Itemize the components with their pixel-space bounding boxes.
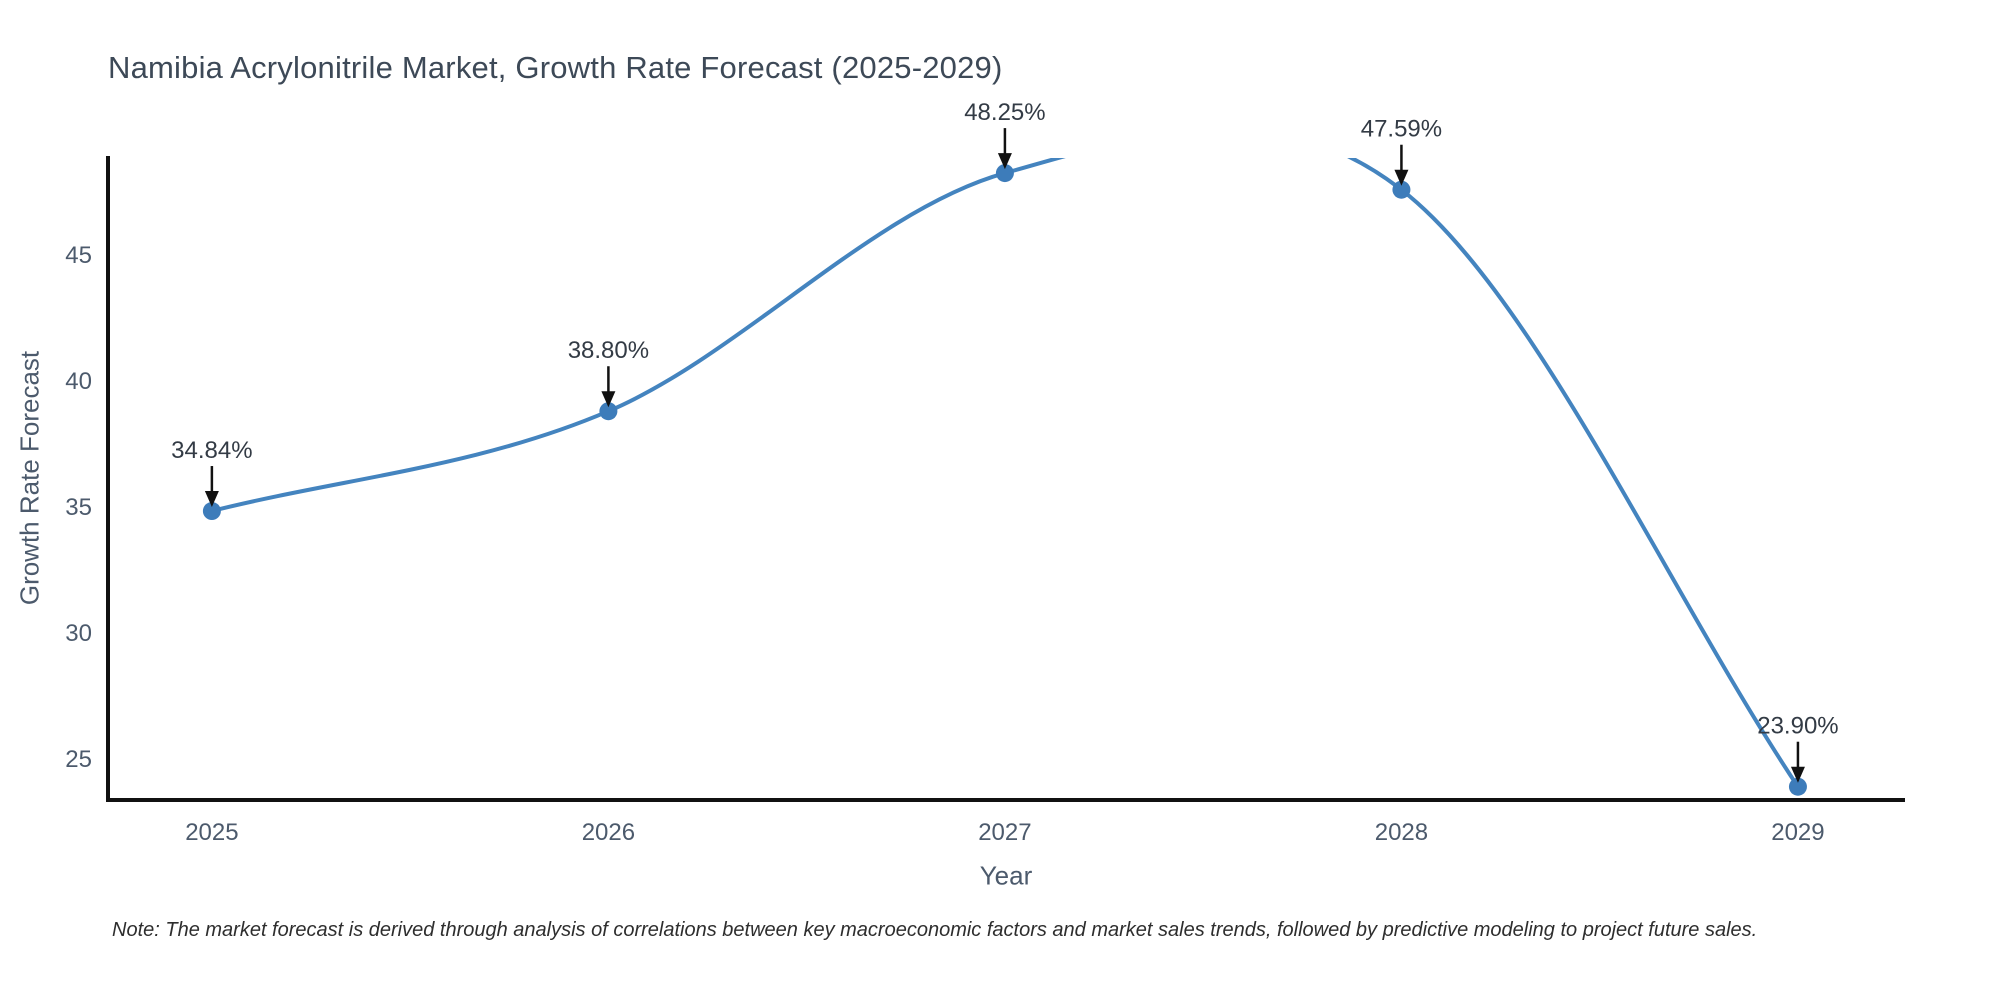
y-tick-label-25: 25 bbox=[65, 746, 92, 773]
x-tick-label-2027: 2027 bbox=[978, 819, 1031, 846]
data-point-2027 bbox=[995, 164, 1014, 183]
axis-lines bbox=[106, 156, 1905, 802]
annotation-arrowhead-icon bbox=[1790, 766, 1805, 783]
annotation-label-2028: 47.59% bbox=[1361, 116, 1442, 143]
annotation-arrowhead-icon bbox=[601, 391, 616, 408]
annotation-2025: 34.84% bbox=[171, 437, 253, 508]
annotation-arrowhead-icon bbox=[1394, 169, 1409, 186]
annotation-2029: 23.90% bbox=[1757, 713, 1839, 783]
annotation-label-2027: 48.25% bbox=[964, 99, 1045, 126]
annotation-2027: 48.25% bbox=[964, 99, 1046, 170]
annotation-2026: 38.80% bbox=[568, 337, 649, 408]
x-axis-title: Year bbox=[979, 860, 1033, 891]
annotation-2028: 47.59% bbox=[1361, 116, 1442, 186]
annotation-arrowhead-icon bbox=[997, 153, 1012, 170]
y-tick-label-45: 45 bbox=[65, 242, 92, 269]
annotation-label-2025: 34.84% bbox=[171, 437, 252, 464]
forecast-spline-line bbox=[211, 158, 1800, 788]
y-tick-label-30: 30 bbox=[65, 620, 92, 647]
y-tick-label-40: 40 bbox=[65, 368, 92, 395]
annotation-label-2029: 23.90% bbox=[1757, 713, 1838, 740]
x-tick-label-2029: 2029 bbox=[1771, 819, 1824, 846]
data-point-2026 bbox=[599, 402, 618, 421]
annotation-arrowhead-icon bbox=[204, 491, 219, 508]
x-tick-label-2026: 2026 bbox=[582, 819, 635, 846]
y-axis-title: Growth Rate Forecast bbox=[14, 350, 45, 606]
footnote: Note: The market forecast is derived thr… bbox=[112, 919, 1758, 941]
annotation-label-2026: 38.80% bbox=[568, 337, 649, 364]
data-point-2029 bbox=[1788, 777, 1807, 796]
x-tick-label-2025: 2025 bbox=[185, 819, 238, 846]
x-tick-label-2028: 2028 bbox=[1375, 819, 1428, 846]
chart-title: Namibia Acrylonitrile Market, Growth Rat… bbox=[108, 50, 1003, 85]
data-point-2028 bbox=[1392, 180, 1411, 199]
data-point-2025 bbox=[202, 502, 221, 521]
y-tick-label-35: 35 bbox=[65, 494, 92, 521]
